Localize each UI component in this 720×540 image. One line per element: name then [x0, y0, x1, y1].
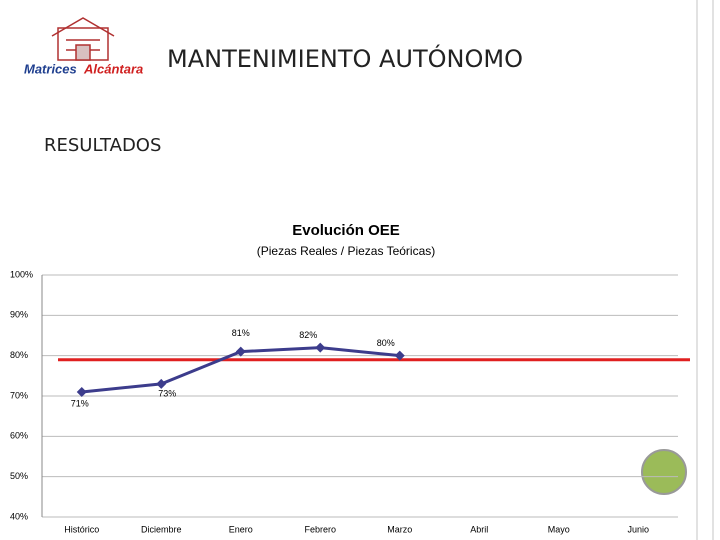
- y-tick-label: 70%: [10, 390, 28, 400]
- data-label: 73%: [158, 388, 176, 398]
- logo-building: [51, 17, 115, 61]
- data-point: [315, 342, 326, 353]
- chart-title: Evolución OEE: [292, 222, 400, 239]
- x-tick-label: Abril: [470, 524, 488, 534]
- data-label: 71%: [71, 398, 89, 408]
- logo-text: Matrices: [24, 61, 77, 76]
- data-label: 81%: [232, 328, 250, 338]
- logo-text: Alcántara: [83, 61, 143, 76]
- section-title: RESULTADOS: [44, 135, 161, 156]
- y-tick-label: 90%: [10, 310, 28, 320]
- data-point: [235, 346, 246, 357]
- y-tick-label: 80%: [10, 350, 28, 360]
- data-point: [394, 350, 405, 361]
- x-tick-label: Histórico: [64, 524, 99, 534]
- slide-title: MANTENIMIENTO AUTÓNOMO: [167, 43, 523, 73]
- data-point: [156, 378, 167, 389]
- x-tick-label: Enero: [229, 524, 253, 534]
- chart-subtitle: (Piezas Reales / Piezas Teóricas): [257, 244, 436, 258]
- data-label: 80%: [377, 338, 395, 348]
- y-tick-label: 50%: [10, 471, 28, 481]
- x-tick-label: Marzo: [387, 524, 412, 534]
- data-label: 82%: [299, 330, 317, 340]
- decoration-circle: [641, 449, 687, 495]
- x-tick-label: Mayo: [548, 524, 570, 534]
- y-tick-label: 100%: [10, 269, 33, 279]
- y-tick-label: 60%: [10, 431, 28, 441]
- x-tick-label: Diciembre: [141, 524, 182, 534]
- x-tick-label: Febrero: [304, 524, 336, 534]
- x-tick-label: Junio: [627, 524, 649, 534]
- data-point: [76, 386, 87, 397]
- y-tick-label: 40%: [10, 511, 28, 521]
